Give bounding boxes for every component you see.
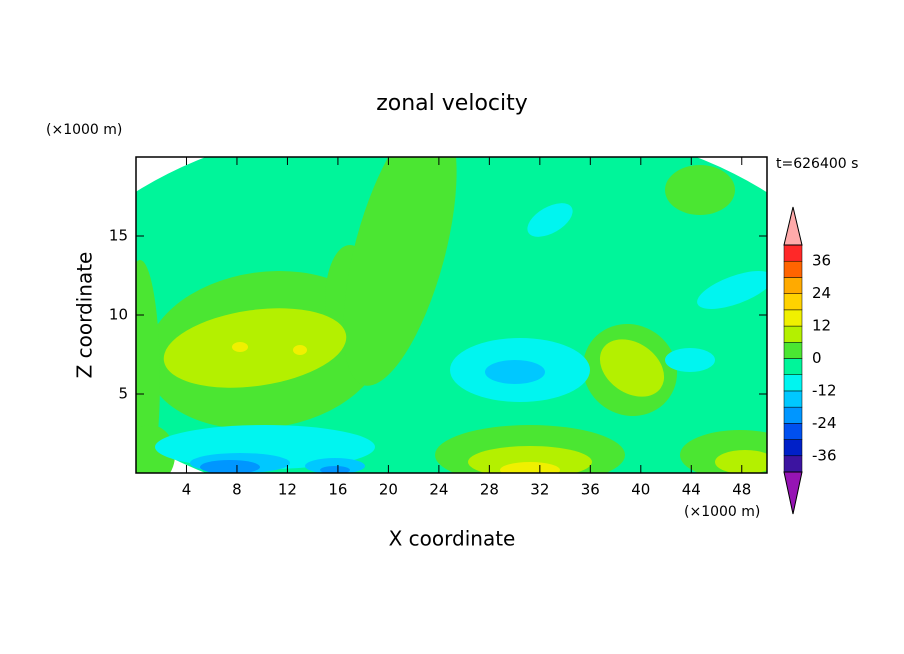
colorbar-segment xyxy=(783,260,803,278)
contour-region xyxy=(200,460,260,473)
x-tick-label: 24 xyxy=(429,481,448,499)
colorbar-segment xyxy=(783,325,803,343)
colorbar-segment xyxy=(783,455,803,473)
contour-region xyxy=(305,458,365,473)
y-axis-label: Z coordinate xyxy=(73,252,97,379)
colorbar-segment xyxy=(783,358,803,375)
contour-region xyxy=(697,271,767,309)
colorbar-segment xyxy=(783,439,803,457)
colorbar-segment xyxy=(783,342,803,359)
contour-field xyxy=(136,157,767,473)
colorbar-label: -24 xyxy=(812,414,837,432)
contour-region xyxy=(599,339,665,397)
contour-region xyxy=(293,345,307,355)
contour-region xyxy=(527,203,573,237)
contour-region xyxy=(665,165,735,215)
y-tick-label: 5 xyxy=(118,385,128,403)
x-unit: (×1000 m) xyxy=(684,504,760,520)
colorbar-label: 12 xyxy=(812,317,831,335)
contour-region xyxy=(232,342,248,352)
x-tick-label: 20 xyxy=(379,481,398,499)
x-tick-label: 44 xyxy=(682,481,701,499)
colorbar-label: 36 xyxy=(812,252,831,270)
colorbar-segment xyxy=(783,390,803,408)
colorbar-over xyxy=(783,206,803,246)
y-tick-label: 10 xyxy=(109,306,128,324)
colorbar-label: 24 xyxy=(812,284,831,302)
x-tick-label: 8 xyxy=(232,481,242,499)
x-tick-label: 28 xyxy=(480,481,499,499)
axes: 4 8 12 16 20 24 28 32 36 40 44 4851015-36-24-120122… xyxy=(109,156,837,515)
contour-region xyxy=(485,360,545,384)
contour-region xyxy=(320,466,350,473)
time-label: t=626400 s xyxy=(776,156,858,172)
colorbar-segment xyxy=(783,423,803,440)
contour-region xyxy=(665,348,715,372)
x-tick-label: 32 xyxy=(530,481,549,499)
y-tick-label: 15 xyxy=(109,227,128,245)
x-tick-label: 48 xyxy=(732,481,751,499)
colorbar-under xyxy=(783,471,803,515)
x-tick-label: 36 xyxy=(581,481,600,499)
x-tick-label: 12 xyxy=(278,481,297,499)
x-tick-label: 40 xyxy=(631,481,650,499)
colorbar-segment xyxy=(783,406,803,424)
x-axis-label: X coordinate xyxy=(389,527,516,551)
colorbar-segment xyxy=(783,293,803,311)
contour-region xyxy=(468,446,592,473)
contour-region xyxy=(715,450,767,473)
colorbar-segment xyxy=(783,309,803,327)
colorbar-segment xyxy=(783,374,803,392)
contour-region xyxy=(343,157,457,386)
colorbar-segment xyxy=(783,244,803,262)
chart-title: zonal velocity xyxy=(376,91,528,116)
colorbar-label: -12 xyxy=(812,381,837,399)
x-tick-label: 4 xyxy=(182,481,192,499)
colorbar-label: -36 xyxy=(812,446,837,464)
y-unit: (×1000 m) xyxy=(46,122,122,138)
colorbar-segment xyxy=(783,277,803,294)
colorbar-label: 0 xyxy=(812,349,822,367)
contour-region xyxy=(500,462,560,473)
contour-region xyxy=(136,260,160,473)
contour-region xyxy=(163,308,347,388)
x-tick-label: 16 xyxy=(328,481,347,499)
